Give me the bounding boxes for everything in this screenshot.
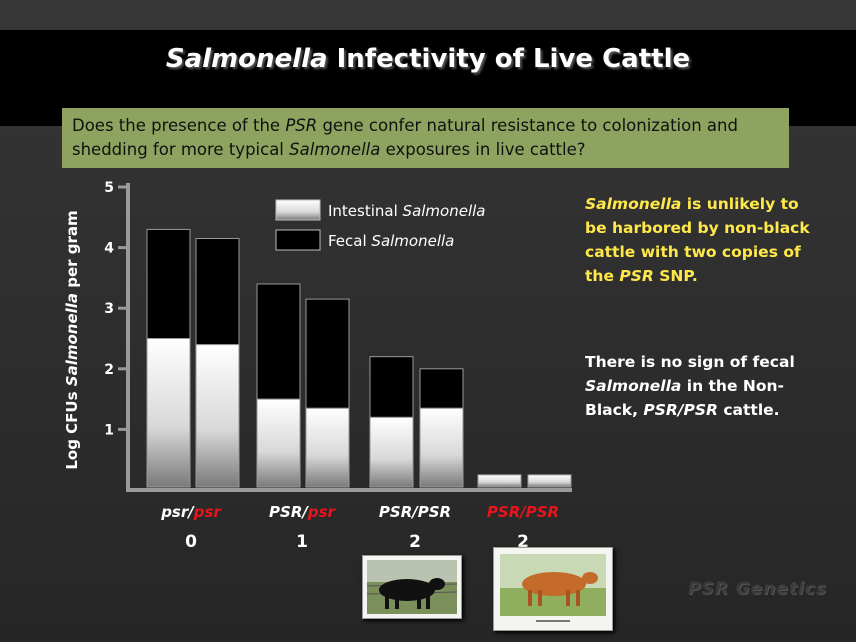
legend-swatch-fecal [275, 229, 321, 251]
chart-categories: psr/psr 0 PSR/psr 1 PSR/PSR 2 PSR/PSR 2 [160, 503, 559, 552]
legend-label-intestinal: Intestinal Salmonella [328, 202, 485, 220]
black-cow-photo [362, 555, 462, 619]
black-cow-image [366, 560, 458, 614]
question-part-3: Salmonella [289, 140, 381, 159]
legend-label-intestinal-italic: Salmonella [403, 202, 486, 220]
category-count-1: 1 [296, 532, 308, 552]
y-axis-label-part-1: Salmonella [63, 293, 81, 386]
legend-label-fecal-plain: Fecal [328, 232, 371, 250]
title-rest: Infectivity of Live Cattle [327, 44, 691, 74]
title-italic: Salmonella [165, 44, 328, 74]
y-axis-label-part-2: per gram [63, 210, 81, 293]
note-white-part-2: in the Non-Black, [585, 377, 784, 419]
note-yellow-part-2: PSR [619, 267, 654, 285]
bar-0-fecal [146, 228, 191, 339]
note-white-part-3: PSR/PSR [643, 401, 718, 419]
note-white-part-1: Salmonella [585, 377, 682, 395]
bar-3-intestinal [305, 407, 350, 488]
note-white: There is no sign of fecal Salmonella in … [585, 350, 820, 422]
bar-5-fecal [419, 368, 464, 409]
bar-4-intestinal [369, 416, 414, 488]
legend-label-fecal-italic: Salmonella [371, 232, 454, 250]
note-white-part-0: There is no sign of fecal [585, 353, 795, 371]
question-part-0: Does the presence of the [72, 116, 286, 135]
category-label-3-part-0: PSR/PSR [487, 503, 559, 521]
bar-2-fecal [256, 283, 301, 400]
y-axis-label: Log CFUs Salmonella per gram [63, 210, 81, 469]
y-tick-label-3: 3 [104, 301, 114, 317]
legend-label-fecal: Fecal Salmonella [328, 232, 454, 250]
red-cow-photo [493, 547, 613, 631]
note-white-part-4: cattle. [717, 401, 780, 419]
category-count-3: 2 [517, 532, 529, 552]
note-yellow: Salmonella is unlikely to be harbored by… [585, 192, 820, 288]
bar-2-intestinal [256, 398, 301, 488]
question-part-2: gene confer natural resistance to coloni… [72, 116, 738, 159]
y-tick-label-5: 5 [104, 180, 114, 196]
legend-label-intestinal-plain: Intestinal [328, 202, 403, 220]
y-tick-label-2: 2 [104, 362, 114, 378]
note-yellow-part-3: SNP. [653, 267, 698, 285]
legend-swatch-intestinal [275, 199, 321, 221]
y-tick-label-4: 4 [104, 241, 114, 257]
bar-3-fecal [305, 298, 350, 409]
question-part-1: PSR [285, 116, 318, 135]
category-label-1-part-0: PSR/ [269, 503, 309, 521]
y-axis-label-part-0: Log CFUs [63, 386, 81, 469]
bar-0-intestinal [146, 338, 191, 488]
category-label-0-part-1: psr [193, 503, 223, 521]
category-label-1-part-1: psr [307, 503, 337, 521]
category-label-3: PSR/PSR [487, 503, 559, 521]
note-yellow-part-1: is unlikely to be harbored by non-black … [585, 195, 810, 285]
y-tick-label-1: 1 [104, 422, 114, 438]
chart-bars [146, 228, 572, 488]
bar-1-intestinal [195, 344, 240, 488]
bar-7-intestinal [527, 474, 572, 488]
bar-4-fecal [369, 356, 414, 418]
question-part-4: exposures in live cattle? [380, 140, 586, 159]
category-count-0: 0 [185, 532, 197, 552]
red-cow-image [500, 554, 606, 622]
category-label-0: psr/psr [160, 503, 222, 521]
category-label-0-part-0: psr/ [160, 503, 195, 521]
category-label-2-part-0: PSR/PSR [379, 503, 451, 521]
category-label-2: PSR/PSR [379, 503, 451, 521]
question-box: Does the presence of the PSR gene confer… [62, 108, 789, 168]
category-count-2: 2 [409, 532, 421, 552]
category-label-1: PSR/psr [269, 503, 336, 521]
bar-1-fecal [195, 238, 240, 346]
bar-5-intestinal [419, 407, 464, 488]
note-yellow-part-0: Salmonella [585, 195, 682, 213]
slide-title: Salmonella Infectivity of Live Cattle [0, 44, 856, 74]
brand-watermark: PSR Genetics [688, 579, 827, 599]
bar-6-intestinal [477, 474, 522, 488]
chart-axes: 1 2 3 4 5 [104, 180, 572, 492]
